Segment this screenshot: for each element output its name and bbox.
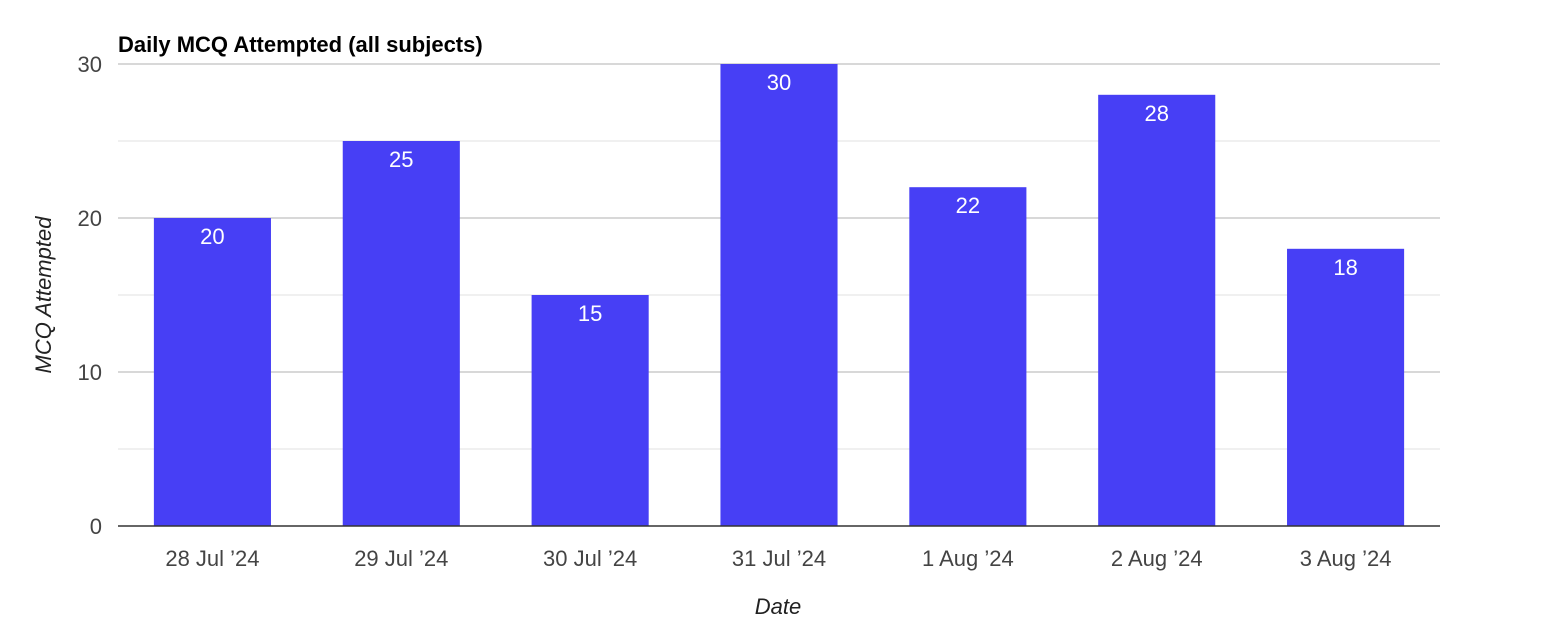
x-tick-label: 1 Aug ’24 [922,546,1014,571]
chart-title: Daily MCQ Attempted (all subjects) [118,32,483,57]
x-tick-labels: 28 Jul ’24 29 Jul ’24 30 Jul ’24 31 Jul ’24… [165,546,1391,571]
y-tick-label: 30 [78,52,102,77]
bar [909,187,1027,526]
y-tick-labels: 0 10 20 30 [78,52,102,539]
bar [720,64,838,526]
y-tick-label: 0 [90,514,102,539]
data-label: 20 [200,224,224,249]
x-tick-label: 28 Jul ’24 [165,546,259,571]
bar [531,295,649,526]
x-tick-label: 2 Aug ’24 [1111,546,1203,571]
data-label: 22 [956,193,980,218]
data-label: 30 [767,70,791,95]
data-label: 25 [389,147,413,172]
data-labels: 20 25 15 30 22 28 18 [200,70,1358,326]
data-label: 15 [578,301,602,326]
bar [153,218,271,526]
y-tick-label: 10 [78,360,102,385]
x-axis-title: Date [755,594,801,619]
bar [342,141,460,526]
data-label: 18 [1333,255,1357,280]
x-tick-label: 3 Aug ’24 [1300,546,1392,571]
bar [1287,248,1405,527]
bar [1098,94,1216,527]
x-tick-label: 29 Jul ’24 [354,546,448,571]
x-tick-label: 31 Jul ’24 [732,546,826,571]
bars [153,64,1405,527]
data-label: 28 [1144,101,1168,126]
x-tick-label: 30 Jul ’24 [543,546,637,571]
y-axis-title: MCQ Attempted [31,216,56,374]
y-tick-label: 20 [78,206,102,231]
